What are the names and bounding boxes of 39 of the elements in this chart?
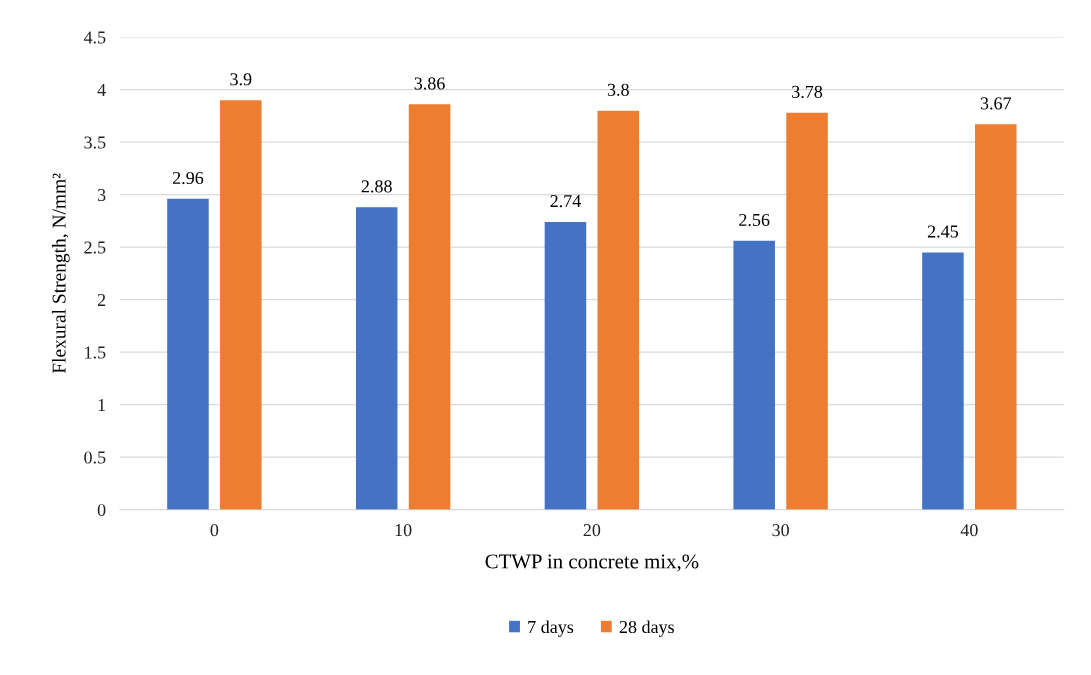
y-tick-label: 1 <box>98 398 106 411</box>
legend-label: 7 days <box>528 620 574 637</box>
data-label: 2.56 <box>739 213 770 227</box>
data-label: 3.67 <box>980 97 1012 110</box>
data-label: 3.8 <box>607 83 629 96</box>
y-tick-label: 4.5 <box>83 31 106 44</box>
data-label: 2.74 <box>550 195 581 208</box>
bar <box>408 104 451 510</box>
bar <box>975 124 1017 510</box>
bar <box>786 112 828 510</box>
bar <box>355 207 398 510</box>
data-label: 2.45 <box>927 225 959 238</box>
data-label: 2.96 <box>172 171 204 185</box>
data-label: 3.9 <box>230 73 252 86</box>
x-tick-label: 20 <box>583 524 601 537</box>
data-label: 3.78 <box>792 85 823 99</box>
x-tick-label: 0 <box>210 524 219 537</box>
y-axis-title: Flexural Strength, N/mm² <box>51 173 70 374</box>
x-tick-label: 10 <box>395 524 412 537</box>
bar <box>922 252 964 510</box>
y-tick-label: 1.5 <box>85 346 106 359</box>
y-tick-label: 2 <box>97 293 106 306</box>
bar <box>597 110 640 510</box>
bar <box>544 221 587 510</box>
legend-label: 28 days <box>619 620 674 637</box>
x-tick-label: 40 <box>960 524 978 537</box>
data-label: 3.86 <box>414 77 445 90</box>
y-tick-label: 4 <box>97 84 106 96</box>
data-label: 2.88 <box>361 180 392 193</box>
y-tick-label: 0.5 <box>84 451 106 464</box>
bar <box>733 240 775 510</box>
bar <box>220 100 262 510</box>
y-tick-label: 3.5 <box>84 136 106 149</box>
x-axis-title: CTWP in concrete mix,% <box>485 554 699 572</box>
bar <box>167 198 209 510</box>
x-tick-label: 30 <box>772 524 789 537</box>
y-tick-label: 2.5 <box>84 241 106 254</box>
y-tick-label: 0 <box>97 503 106 517</box>
y-tick-label: 3 <box>97 188 106 202</box>
